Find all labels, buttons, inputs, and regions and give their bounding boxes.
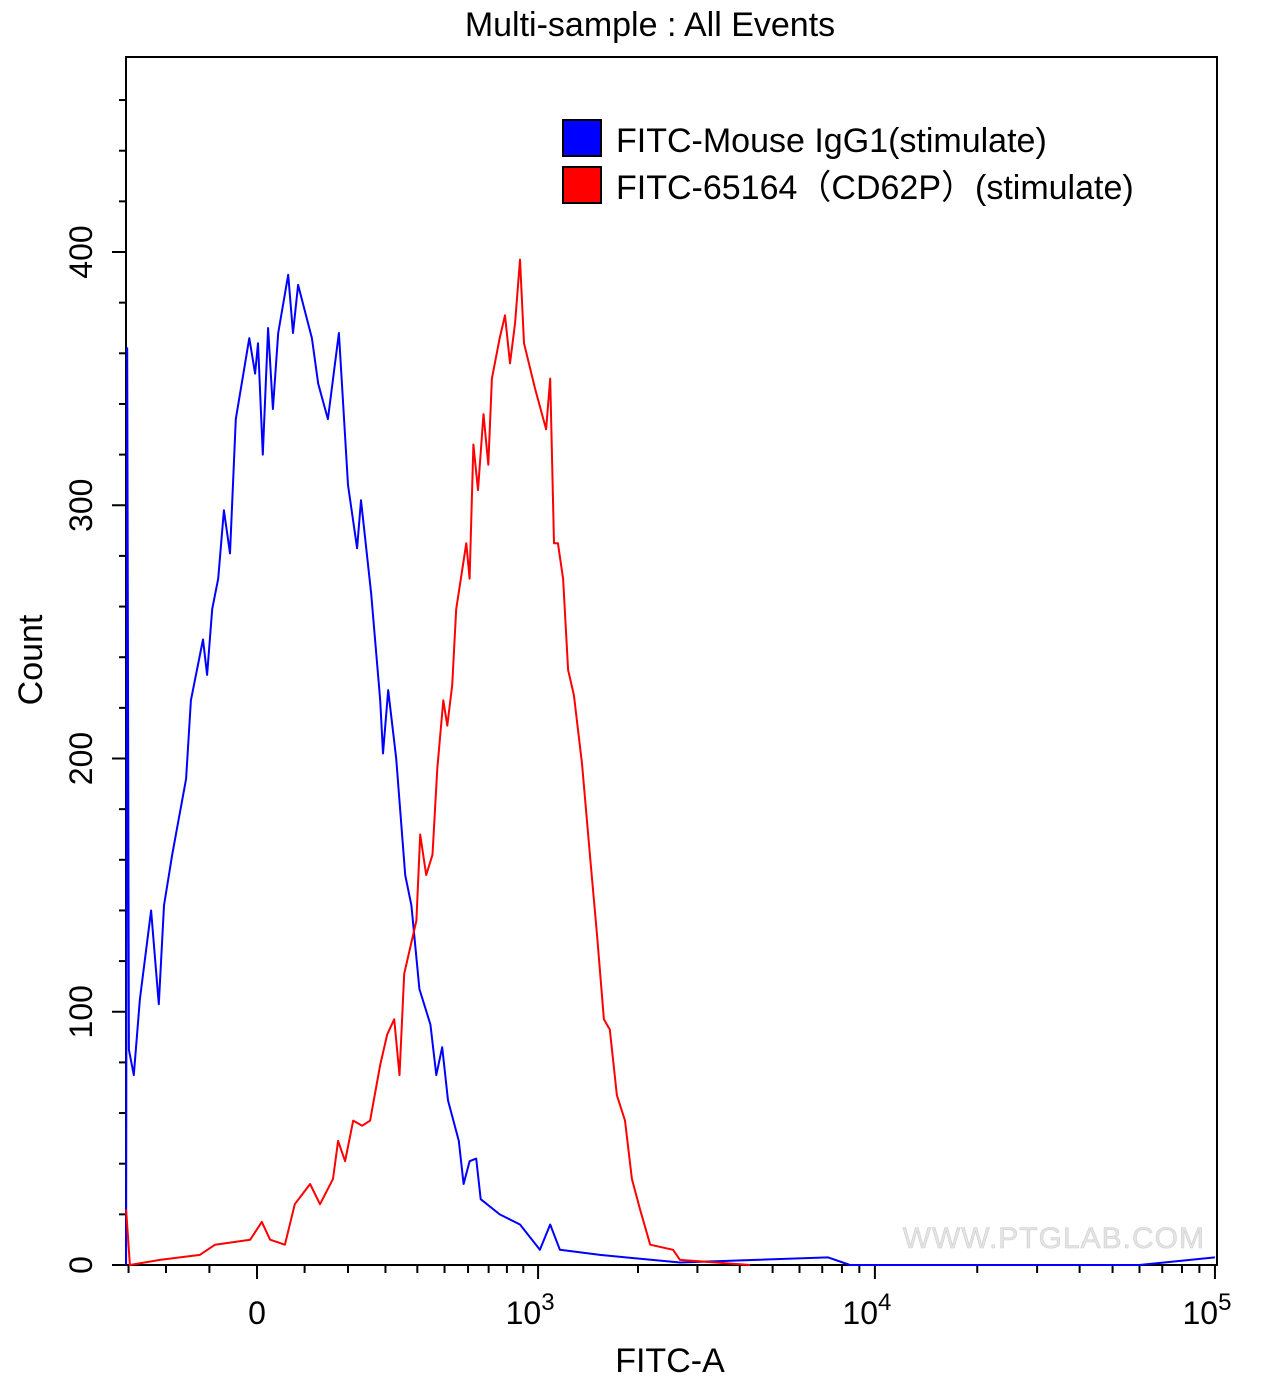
x-tick-label: 0 [248, 1295, 266, 1331]
histogram-line-0 [125, 273, 1216, 1266]
y-tick-label: 100 [63, 985, 99, 1038]
x-tick-label: 103 [506, 1289, 555, 1331]
chart-title: Multi-sample : All Events [465, 6, 835, 44]
y-tick-label: 200 [63, 732, 99, 785]
legend-swatch-red [562, 166, 602, 204]
y-tick-label: 300 [63, 479, 99, 532]
legend-label-cd62p: FITC-65164（CD62P）(stimulate) [616, 169, 1134, 207]
x-axis-label: FITC-A [615, 1342, 725, 1380]
y-tick-label: 0 [63, 1256, 99, 1274]
watermark: WWW.PTGLAB.COM [903, 1222, 1205, 1255]
y-axis-label: Count [12, 614, 50, 705]
plot-frame [125, 56, 1218, 1266]
legend-swatch-blue [562, 119, 602, 157]
legend-label-isotype: FITC-Mouse IgG1(stimulate) [616, 122, 1047, 160]
y-tick-label: 400 [63, 225, 99, 278]
legend: FITC-Mouse IgG1(stimulate) FITC-65164（CD… [562, 119, 1134, 207]
x-tick-label: 104 [842, 1289, 891, 1331]
histogram-line-1 [125, 258, 751, 1266]
x-tick-label: 105 [1182, 1289, 1231, 1331]
